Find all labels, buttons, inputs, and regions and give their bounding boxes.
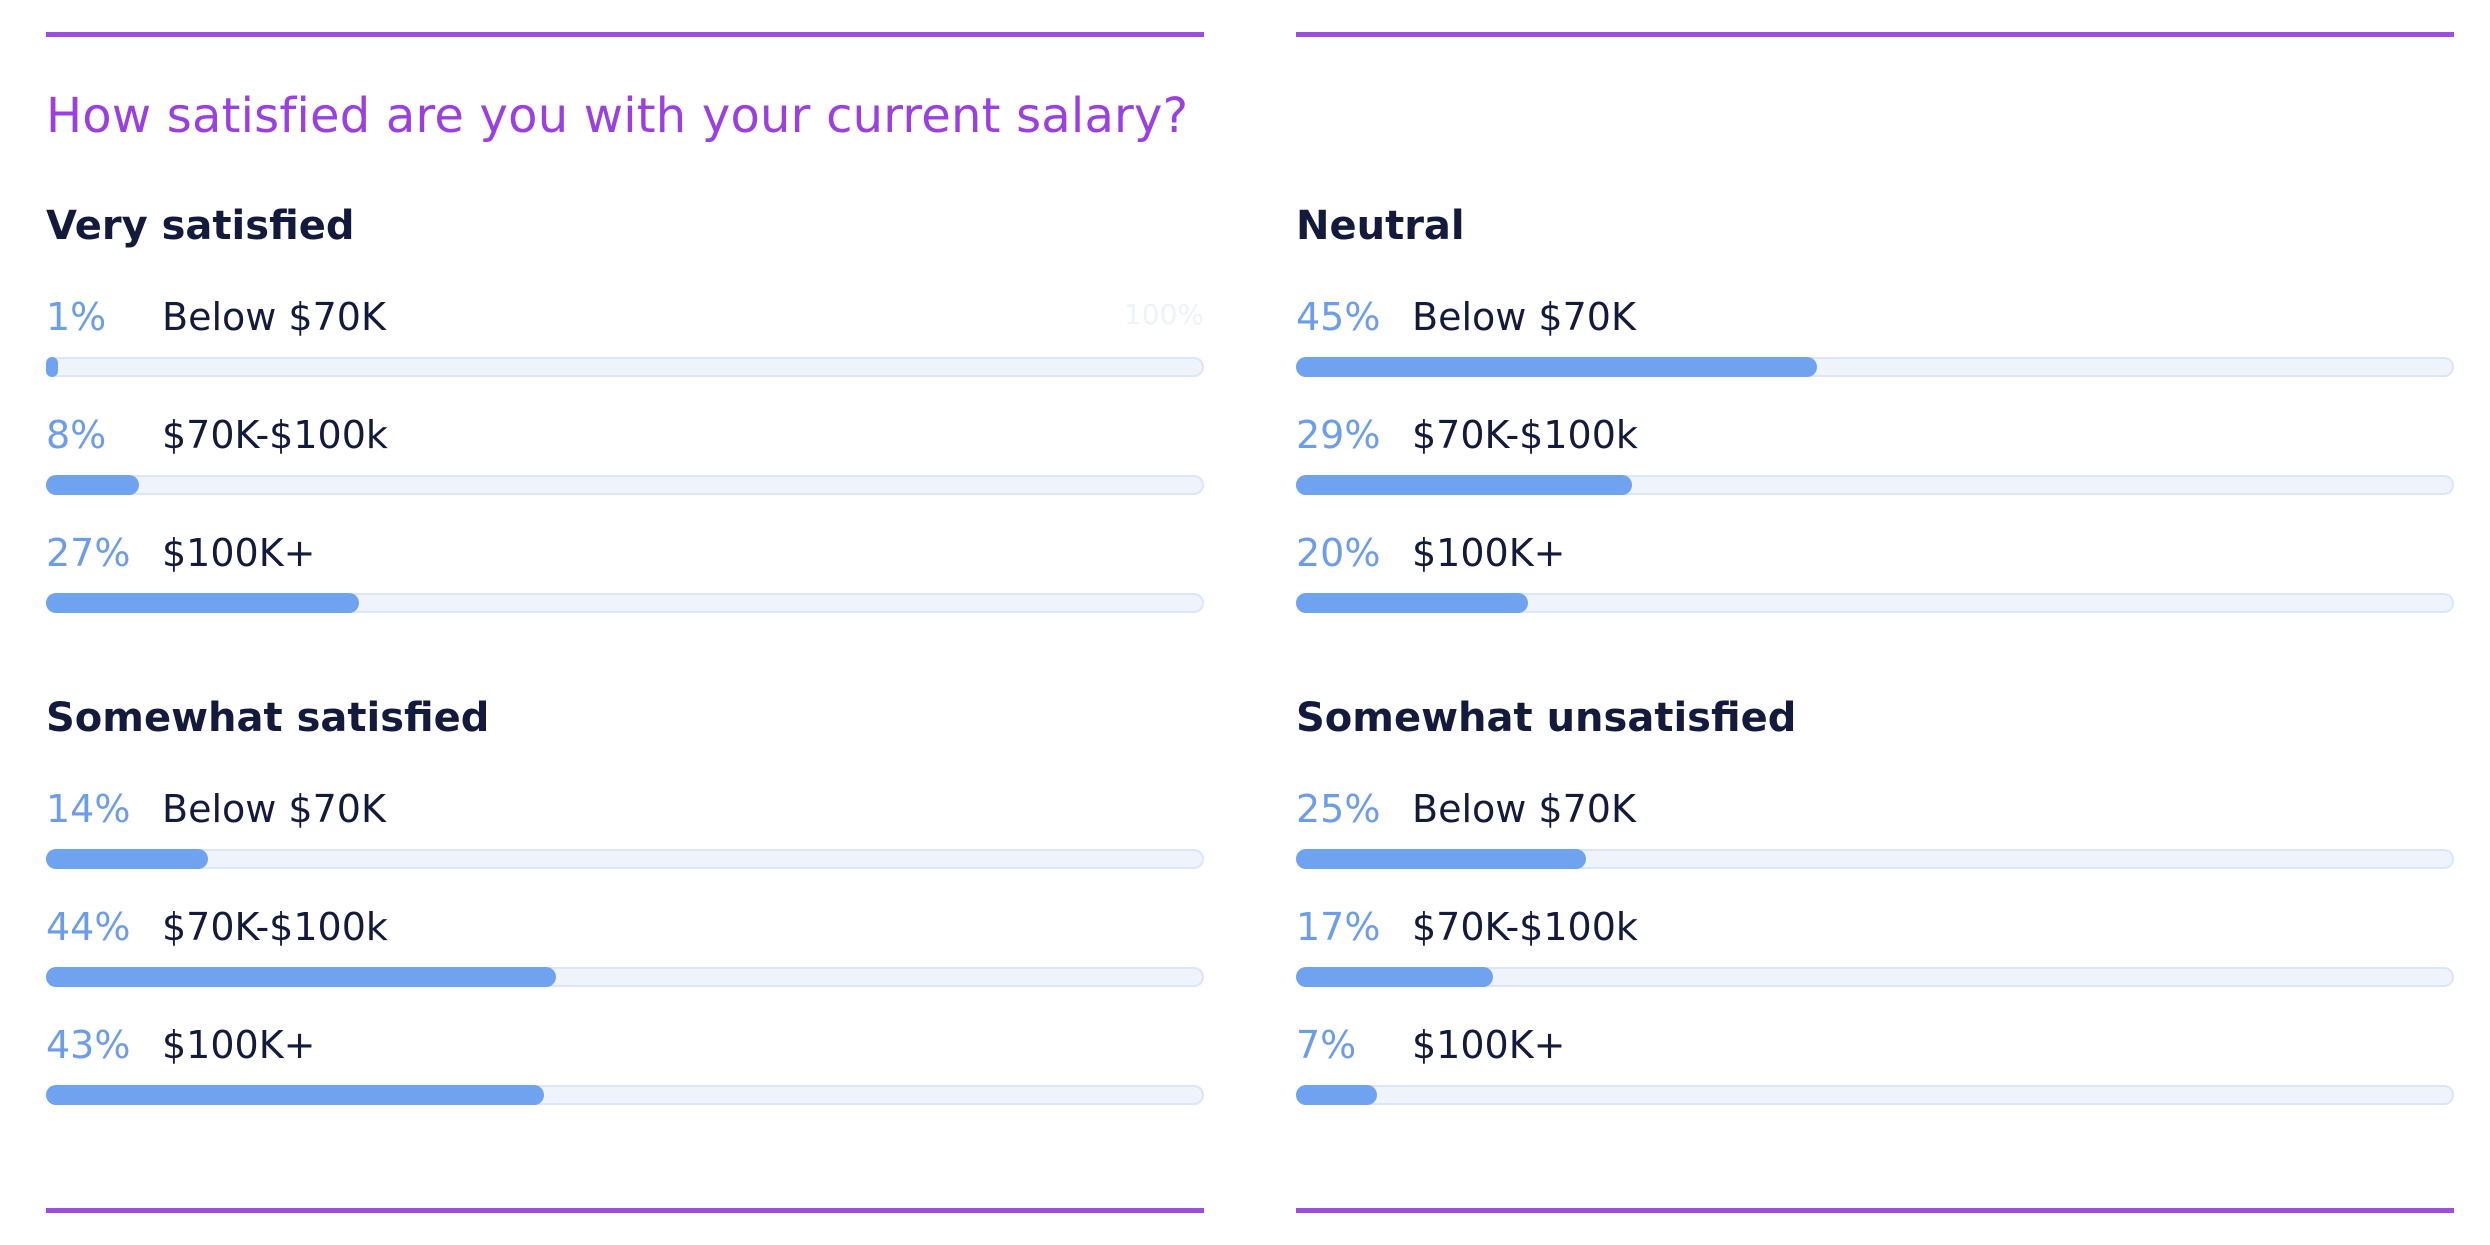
bottom-rule-right bbox=[1296, 1208, 2454, 1213]
bar-row: 43% $100K+ bbox=[46, 1023, 1204, 1113]
bar-track bbox=[46, 1085, 1204, 1105]
bar-track bbox=[46, 849, 1204, 869]
top-rule-right bbox=[1296, 32, 2454, 37]
bar-row: 14% Below $70K bbox=[46, 787, 1204, 877]
bar-track bbox=[1296, 357, 2454, 377]
bar bbox=[1296, 475, 1632, 495]
bottom-rule-left bbox=[46, 1208, 1204, 1213]
top-rule-left bbox=[46, 32, 1204, 37]
bar bbox=[1296, 967, 1493, 987]
bar-value-label: 17% bbox=[1296, 905, 1381, 949]
bar-category-label: $100K+ bbox=[1412, 1023, 1566, 1067]
bar-value-label: 29% bbox=[1296, 413, 1381, 457]
bar-row: 27% $100K+ bbox=[46, 531, 1204, 621]
bar-value-label: 20% bbox=[1296, 531, 1381, 575]
group-title: Somewhat satisfied bbox=[46, 695, 490, 741]
chart-title: How satisfied are you with your current … bbox=[46, 88, 1189, 144]
bar-track bbox=[46, 967, 1204, 987]
bar-track bbox=[1296, 593, 2454, 613]
bar-row: 17% $70K-$100k bbox=[1296, 905, 2454, 995]
bar bbox=[1296, 593, 1528, 613]
bar bbox=[1296, 1085, 1378, 1105]
bar-row: 25% Below $70K bbox=[1296, 787, 2454, 877]
bar-value-label: 8% bbox=[46, 413, 107, 457]
bar-value-label: 1% bbox=[46, 295, 107, 339]
bar-category-label: Below $70K bbox=[1412, 787, 1636, 831]
bar-value-label: 7% bbox=[1296, 1023, 1357, 1067]
bar-row: 45% Below $70K bbox=[1296, 295, 2454, 385]
bar bbox=[46, 475, 139, 495]
bar-value-label: 27% bbox=[46, 531, 131, 575]
bar bbox=[1296, 357, 1818, 377]
bar bbox=[46, 849, 209, 869]
bar-track bbox=[1296, 475, 2454, 495]
bar-row: 8% $70K-$100k bbox=[46, 413, 1204, 503]
bar-category-label: $100K+ bbox=[162, 1023, 316, 1067]
bar-category-label: Below $70K bbox=[162, 295, 386, 339]
bar bbox=[46, 1085, 544, 1105]
bar-track bbox=[1296, 967, 2454, 987]
bar-row: 1% Below $70K bbox=[46, 295, 1204, 385]
bar-track bbox=[46, 357, 1204, 377]
bar-value-label: 45% bbox=[1296, 295, 1381, 339]
bar-track bbox=[46, 593, 1204, 613]
bar-category-label: Below $70K bbox=[162, 787, 386, 831]
bar bbox=[46, 593, 359, 613]
bar-category-label: $100K+ bbox=[162, 531, 316, 575]
bar-category-label: $70K-$100k bbox=[1412, 905, 1638, 949]
bar-value-label: 43% bbox=[46, 1023, 131, 1067]
bar-track bbox=[46, 475, 1204, 495]
bar-row: 29% $70K-$100k bbox=[1296, 413, 2454, 503]
bar-value-label: 14% bbox=[46, 787, 131, 831]
bar-category-label: $70K-$100k bbox=[162, 413, 388, 457]
bar-category-label: $70K-$100k bbox=[1412, 413, 1638, 457]
bar bbox=[46, 357, 58, 377]
bar-row: 7% $100K+ bbox=[1296, 1023, 2454, 1113]
bar bbox=[1296, 849, 1586, 869]
bar-category-label: $100K+ bbox=[1412, 531, 1566, 575]
bar-track bbox=[1296, 1085, 2454, 1105]
bar-category-label: Below $70K bbox=[1412, 295, 1636, 339]
group-title: Neutral bbox=[1296, 203, 1465, 249]
bar-value-label: 44% bbox=[46, 905, 131, 949]
group-title: Very satisfied bbox=[46, 203, 355, 249]
bar-row: 44% $70K-$100k bbox=[46, 905, 1204, 995]
bar-row: 20% $100K+ bbox=[1296, 531, 2454, 621]
bar-category-label: $70K-$100k bbox=[162, 905, 388, 949]
bar-track bbox=[1296, 849, 2454, 869]
bar bbox=[46, 967, 556, 987]
scale-max-label: 100% bbox=[1123, 298, 1204, 331]
bar-value-label: 25% bbox=[1296, 787, 1381, 831]
group-title: Somewhat unsatisfied bbox=[1296, 695, 1797, 741]
